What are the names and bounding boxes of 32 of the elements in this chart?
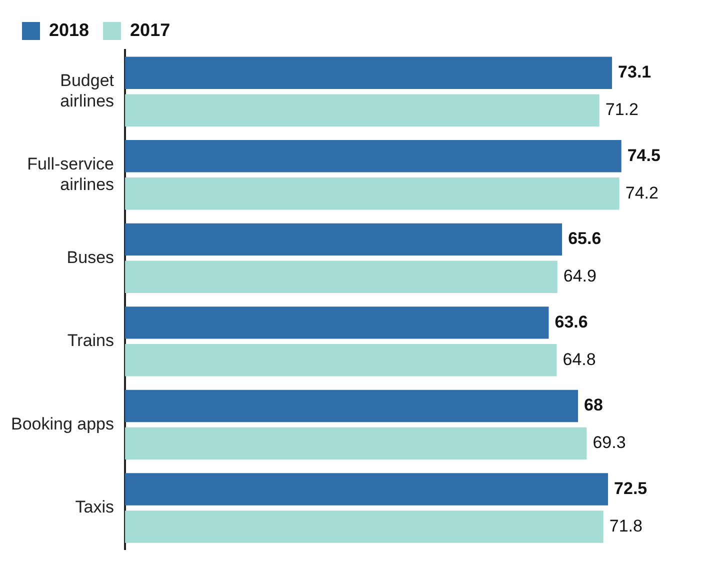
bar xyxy=(125,306,549,339)
y-tick-label: Trains xyxy=(67,331,114,350)
bar xyxy=(125,344,557,376)
data-label: 64.8 xyxy=(562,350,596,369)
bar xyxy=(125,390,578,422)
data-label: 74.2 xyxy=(625,183,658,202)
data-label: 68 xyxy=(584,396,603,415)
data-label: 64.9 xyxy=(563,266,596,286)
data-label: 73.1 xyxy=(618,62,652,82)
bar xyxy=(125,260,558,294)
bar xyxy=(125,94,600,126)
bar xyxy=(125,510,604,543)
y-tick-label: Taxis xyxy=(75,498,114,517)
y-tick-label: Full-service airlines xyxy=(27,154,114,194)
bar xyxy=(125,178,620,210)
legend-label: 2017 xyxy=(130,20,170,40)
bar xyxy=(125,140,622,172)
bar xyxy=(125,223,562,256)
data-label: 72.5 xyxy=(614,478,648,498)
y-tick-label: Buses xyxy=(66,248,114,267)
bar xyxy=(125,56,612,90)
data-label: 65.6 xyxy=(568,229,602,248)
legend-label: 2018 xyxy=(49,20,90,40)
data-label: 71.8 xyxy=(609,516,642,536)
bar xyxy=(125,427,587,460)
data-label: 63.6 xyxy=(554,312,588,332)
data-label: 69.3 xyxy=(592,433,626,452)
data-label: 71.2 xyxy=(605,100,638,120)
bar xyxy=(125,473,608,506)
y-tick-label: Booking apps xyxy=(10,414,114,434)
y-tick-label: Budget airlines xyxy=(60,71,114,111)
data-label: 74.5 xyxy=(627,146,660,165)
